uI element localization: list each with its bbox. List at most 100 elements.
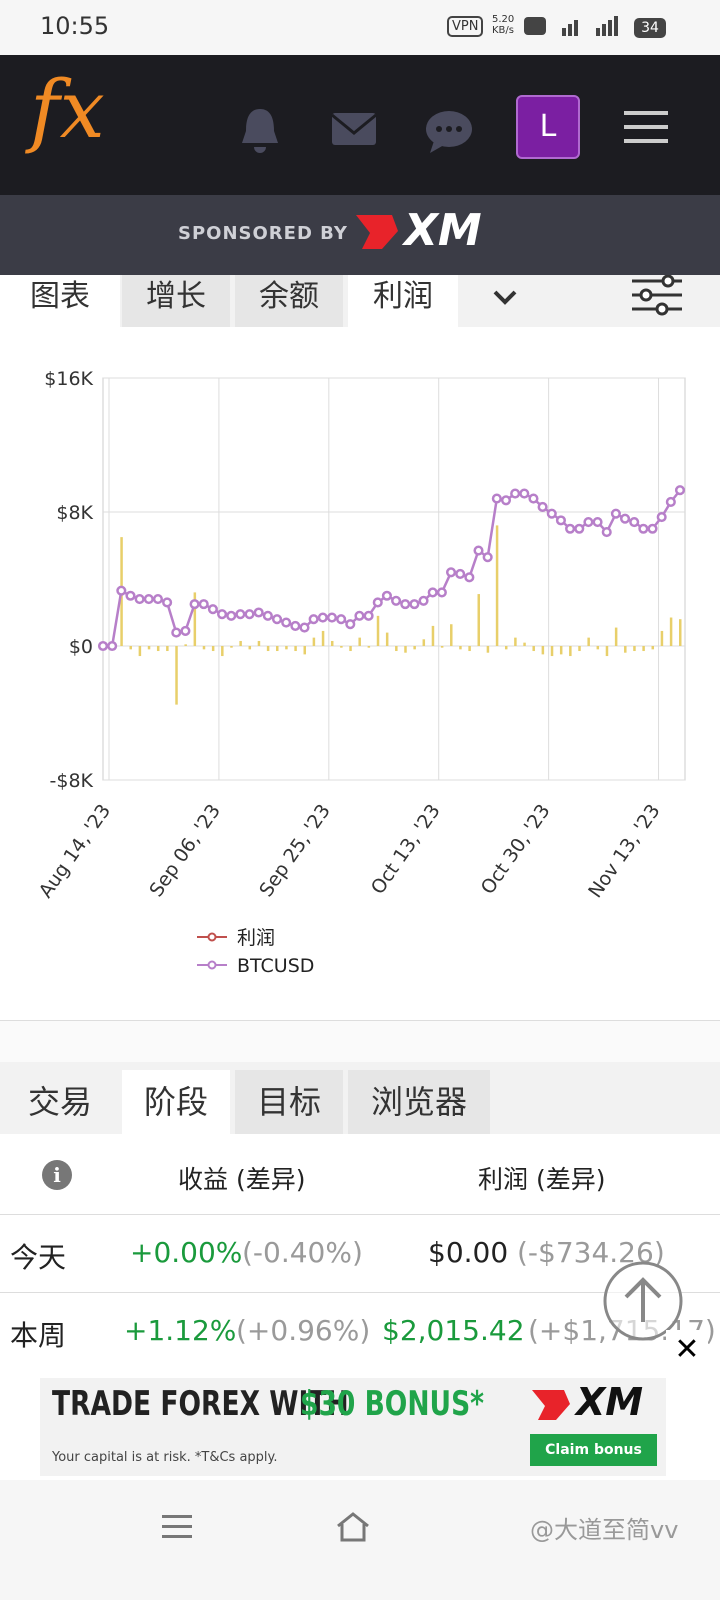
chart: -$8K $0 $8K $16K Aug 14, '23 Sep 06, '23 Sep 2… [35,368,686,977]
bar [358,637,361,646]
point [226,610,237,621]
home-button[interactable] [337,1512,369,1542]
bar [221,646,224,657]
bar [385,632,389,646]
x-tick-label: Aug 14, '23 [35,800,115,902]
mail-icon[interactable] [332,113,376,145]
point [583,517,594,528]
tab[interactable]: 利润 [348,275,458,327]
sponsor-text: SPONSORED BY [178,223,348,244]
point [601,527,612,538]
stats-table: i 收益 (差异) 利润 (差异) 今天 +0.00% (-0.40%) $0.… [0,1134,720,1368]
bar [422,639,426,646]
bar [550,646,554,657]
bar [587,637,590,646]
gain: +1.12% [124,1314,237,1347]
bar [477,594,481,646]
point [436,587,447,598]
bar [431,625,435,646]
point [565,523,576,534]
column-header: 利润 (差异) [478,1165,606,1194]
point [409,599,420,610]
point [290,620,301,631]
point [555,515,566,526]
tab[interactable]: 目标 [235,1070,343,1134]
point [317,612,328,623]
bar [514,637,517,646]
sponsor-banner[interactable]: SPONSORED BY XM [0,195,720,275]
tab[interactable]: 浏览器 [348,1070,490,1134]
logo[interactable]: fx [30,63,105,156]
bar [495,525,499,646]
point [391,595,402,606]
legend-label: BTCUSD [237,955,314,977]
bar [321,630,325,646]
avatar[interactable]: L [516,95,580,159]
bar [596,646,600,650]
ad-note: Your capital is at risk. *T&Cs apply. [52,1450,278,1465]
point [162,597,173,608]
scroll-top-button[interactable] [602,1260,684,1342]
point [125,590,136,601]
tab[interactable]: 图表 [0,275,120,327]
nav-icons [162,1512,369,1542]
dropdown-icon[interactable] [490,287,520,307]
point [326,612,338,623]
bar [276,646,279,652]
bar [660,630,664,646]
point [464,572,475,583]
bar [202,646,206,650]
bar [138,646,142,657]
bar [294,646,297,652]
tab[interactable]: 余额 [235,275,343,327]
chart-tabs: 图表 增长 余额 利润 [0,275,720,327]
point [107,640,118,652]
period-tabs: 交易 阶段 目标 浏览器 [0,1062,720,1134]
menu-icon[interactable] [624,111,670,145]
bar [395,646,398,652]
bar [193,592,197,646]
legend-marker [207,932,217,942]
bar [486,646,490,653]
point [427,587,438,598]
legend-label: 利润 [237,927,275,949]
point [674,485,686,496]
tab[interactable]: 阶段 [122,1070,230,1134]
point [271,614,283,625]
point [180,625,191,636]
menu-button[interactable] [162,1515,192,1538]
point [299,622,310,633]
ad-banner[interactable]: TRADE FOREX WITH $30 BONUS* Your capital… [0,1330,720,1480]
bell-icon[interactable] [242,109,278,153]
settings-icon[interactable] [632,275,684,319]
point [262,610,273,621]
row-label: 今天 [10,1241,67,1274]
tab[interactable]: 增长 [122,275,230,327]
profit: $2,015.42 [382,1314,525,1347]
bar [559,646,563,655]
bar [569,646,572,657]
point [610,508,621,519]
x-tick-label: Oct 30, '23 [477,800,555,898]
bar [147,646,151,650]
bar [266,646,270,652]
point [198,599,209,610]
bar [679,619,682,646]
tab[interactable]: 交易 [27,1083,92,1121]
point [143,594,154,605]
claim-button[interactable]: Claim bonus [530,1434,657,1466]
close-ad[interactable]: ✕ [666,1330,708,1370]
bar [413,646,416,650]
point [418,595,429,606]
point [500,495,512,506]
point [308,614,319,625]
info-icon[interactable]: i [42,1160,72,1190]
point [116,585,127,596]
bar [532,646,535,652]
point [372,597,383,608]
bar [175,646,178,705]
point [647,523,658,534]
ad-bonus: $30 BONUS* [300,1384,485,1424]
